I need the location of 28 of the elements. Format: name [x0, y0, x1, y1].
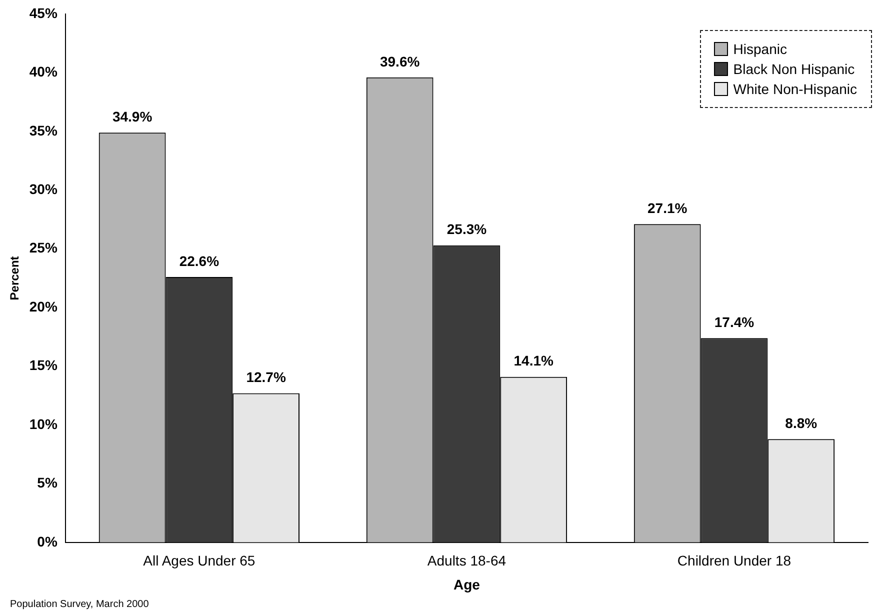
x-tick-label: Adults 18-64 — [427, 552, 506, 569]
y-tick-label: 25% — [29, 240, 58, 256]
y-tick-label: 0% — [37, 533, 58, 550]
y-tick-label: 40% — [29, 64, 58, 80]
y-tick-label: 45% — [29, 4, 58, 21]
text: Population Survey, March 2000 — [10, 599, 149, 610]
text: 12.7% — [246, 369, 286, 386]
text: 22.6% — [179, 252, 220, 269]
x-tick-label: Children Under 18 — [677, 552, 792, 569]
y-tick-label: 20% — [29, 298, 58, 314]
text: 34.9% — [112, 108, 152, 124]
x-tick-label: All Ages Under 65 — [143, 552, 256, 569]
legend-label: Black Non Hispanic — [733, 61, 855, 77]
legend-label: White Non-Hispanic — [733, 81, 857, 97]
y-tick-label: 15% — [29, 357, 58, 374]
text: 27.1% — [648, 200, 688, 216]
y-axis-title: Percent — [8, 256, 22, 300]
y-tick-label: 35% — [29, 122, 58, 138]
text: 39.6% — [380, 53, 420, 70]
text: 8.8% — [785, 414, 818, 431]
legend-label: Hispanic — [733, 41, 787, 57]
y-tick-label: 10% — [29, 416, 58, 432]
x-axis-title: Age — [453, 576, 480, 592]
text: 17.4% — [714, 314, 754, 330]
text: 25.3% — [446, 221, 487, 238]
text: 14.1% — [514, 352, 554, 369]
y-tick-label: 30% — [29, 180, 58, 197]
y-tick-label: 5% — [37, 474, 58, 491]
